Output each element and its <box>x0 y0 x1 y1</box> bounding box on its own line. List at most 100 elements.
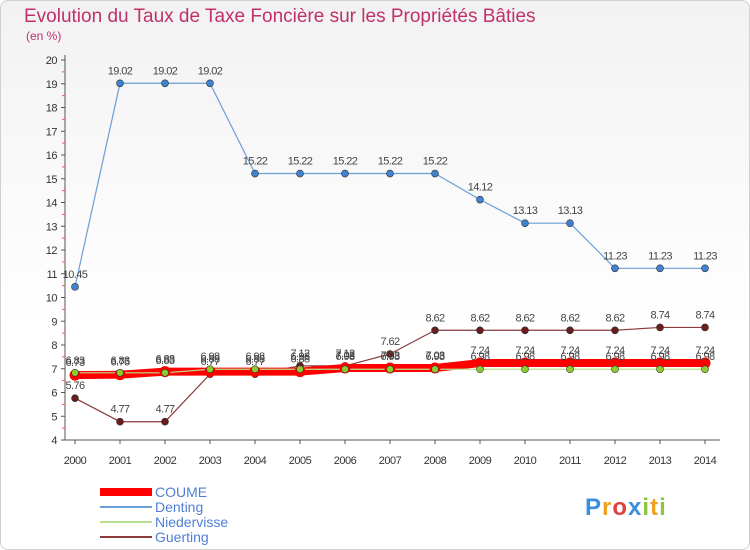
data-point-niedervisse <box>611 365 619 374</box>
data-point-denting <box>116 79 124 88</box>
data-label-niedervisse: 6.83 <box>155 355 174 367</box>
logo-letter: i <box>659 494 667 521</box>
series-data-labels: 6.73 6.75 6.88 6.88 6.88 6.88 7.03 7.03 7.03 7.24… <box>63 65 718 415</box>
data-point-coume <box>699 357 711 369</box>
data-point-niedervisse <box>251 365 259 374</box>
data-label-coume: 6.88 <box>290 354 309 366</box>
x-tick-label: 2004 <box>244 455 267 467</box>
data-point-denting <box>476 195 484 204</box>
data-point-guerting <box>161 417 169 426</box>
logo-letter: x <box>628 494 642 521</box>
logo-letter: t <box>650 494 659 521</box>
data-label-coume: 6.88 <box>155 354 174 366</box>
data-point-niedervisse <box>521 365 529 374</box>
x-tick-label: 2013 <box>649 455 672 467</box>
data-label-guerting: 8.62 <box>425 312 444 324</box>
data-label-coume: 6.73 <box>65 357 84 369</box>
data-point-niedervisse <box>341 365 349 374</box>
data-point-coume <box>474 357 486 369</box>
data-point-guerting <box>521 326 529 335</box>
data-label-niedervisse: 6.98 <box>200 351 219 363</box>
data-label-niedervisse: 6.98 <box>425 351 444 363</box>
legend-label-niedervisse: Niedervisse <box>155 514 228 530</box>
x-tick-label: 2006 <box>334 455 357 467</box>
data-label-denting: 11.23 <box>693 250 717 262</box>
data-point-niedervisse <box>566 365 574 374</box>
series-points <box>69 79 711 426</box>
legend: COUME Denting Niedervisse Guerting <box>100 484 228 545</box>
chart-subtitle: (en %) <box>26 29 61 43</box>
y-tick-label: 10 <box>46 293 58 305</box>
data-point-guerting <box>701 323 709 332</box>
data-label-denting: 15.22 <box>423 156 448 168</box>
data-label-guerting: 5.76 <box>65 380 84 392</box>
data-point-guerting <box>386 350 394 358</box>
data-label-guerting: 6.77 <box>245 356 264 368</box>
data-point-denting <box>206 79 214 88</box>
y-tick-label: 7 <box>51 364 57 376</box>
data-point-guerting <box>476 326 484 335</box>
logo-letter: i <box>642 494 650 521</box>
data-label-guerting: 6.77 <box>200 356 219 368</box>
data-label-niedervisse: 6.98 <box>290 351 309 363</box>
data-label-guerting: 7.12 <box>290 348 309 360</box>
data-label-niedervisse: 6.83 <box>65 355 84 367</box>
data-point-denting <box>431 169 439 178</box>
data-point-niedervisse <box>161 368 169 377</box>
legend-swatch-guerting <box>100 536 152 538</box>
data-label-niedervisse: 6.98 <box>695 351 714 363</box>
legend-swatch-niedervisse <box>100 521 152 523</box>
legend-swatch-denting <box>100 506 152 508</box>
x-tick-label: 2014 <box>694 455 717 467</box>
y-tick-label: 15 <box>46 174 58 186</box>
data-point-denting <box>296 169 304 178</box>
data-point-coume <box>609 357 621 369</box>
data-point-denting <box>656 264 664 273</box>
data-label-coume: 7.24 <box>470 345 489 357</box>
data-label-niedervisse: 6.98 <box>380 351 399 363</box>
data-point-coume <box>564 357 576 369</box>
data-label-niedervisse: 6.98 <box>650 351 669 363</box>
logo-letter: P <box>585 494 602 521</box>
data-label-denting: 11.23 <box>603 250 627 262</box>
data-label-denting: 14.12 <box>468 182 493 194</box>
data-label-niedervisse: 6.98 <box>605 351 624 363</box>
data-label-coume: 6.88 <box>245 354 264 366</box>
chart-title: Evolution du Taux de Taxe Foncière sur l… <box>24 6 536 27</box>
data-label-guerting: 8.62 <box>560 312 579 324</box>
logo-letter: r <box>602 494 612 521</box>
data-point-denting <box>611 264 619 273</box>
data-label-coume: 6.75 <box>110 357 129 369</box>
data-label-coume: 7.24 <box>515 345 534 357</box>
proxiti-logo: Proxiti <box>585 494 667 521</box>
data-label-niedervisse: 6.98 <box>515 351 534 363</box>
data-label-denting: 11.23 <box>648 250 672 262</box>
y-tick-label: 17 <box>46 126 58 138</box>
y-tick-label: 19 <box>46 79 58 91</box>
data-label-denting: 19.02 <box>153 65 178 77</box>
data-label-guerting: 8.74 <box>650 309 669 321</box>
data-label-guerting: 8.62 <box>470 312 489 324</box>
data-label-coume: 6.88 <box>200 354 219 366</box>
data-point-guerting <box>656 323 664 332</box>
data-point-niedervisse <box>431 365 439 374</box>
data-point-denting <box>341 169 349 178</box>
data-point-guerting <box>566 326 574 335</box>
y-tick-label: 12 <box>46 245 58 257</box>
data-label-niedervisse: 6.98 <box>245 351 264 363</box>
data-point-niedervisse <box>206 365 214 374</box>
data-point-denting <box>701 264 709 273</box>
y-tick-label: 9 <box>51 316 57 328</box>
y-tick-label: 5 <box>51 411 57 423</box>
x-tick-label: 2008 <box>424 455 447 467</box>
data-label-coume: 7.24 <box>560 345 579 357</box>
data-label-niedervisse: 6.83 <box>110 355 129 367</box>
y-tick-label: 8 <box>51 340 57 352</box>
x-tick-label: 2003 <box>199 455 222 467</box>
x-tick-label: 2007 <box>379 455 402 467</box>
data-point-niedervisse <box>71 368 79 377</box>
data-label-coume: 7.03 <box>425 350 444 362</box>
x-tick-label: 2002 <box>154 455 177 467</box>
data-label-coume: 7.24 <box>695 345 714 357</box>
data-label-coume: 7.03 <box>380 350 399 362</box>
